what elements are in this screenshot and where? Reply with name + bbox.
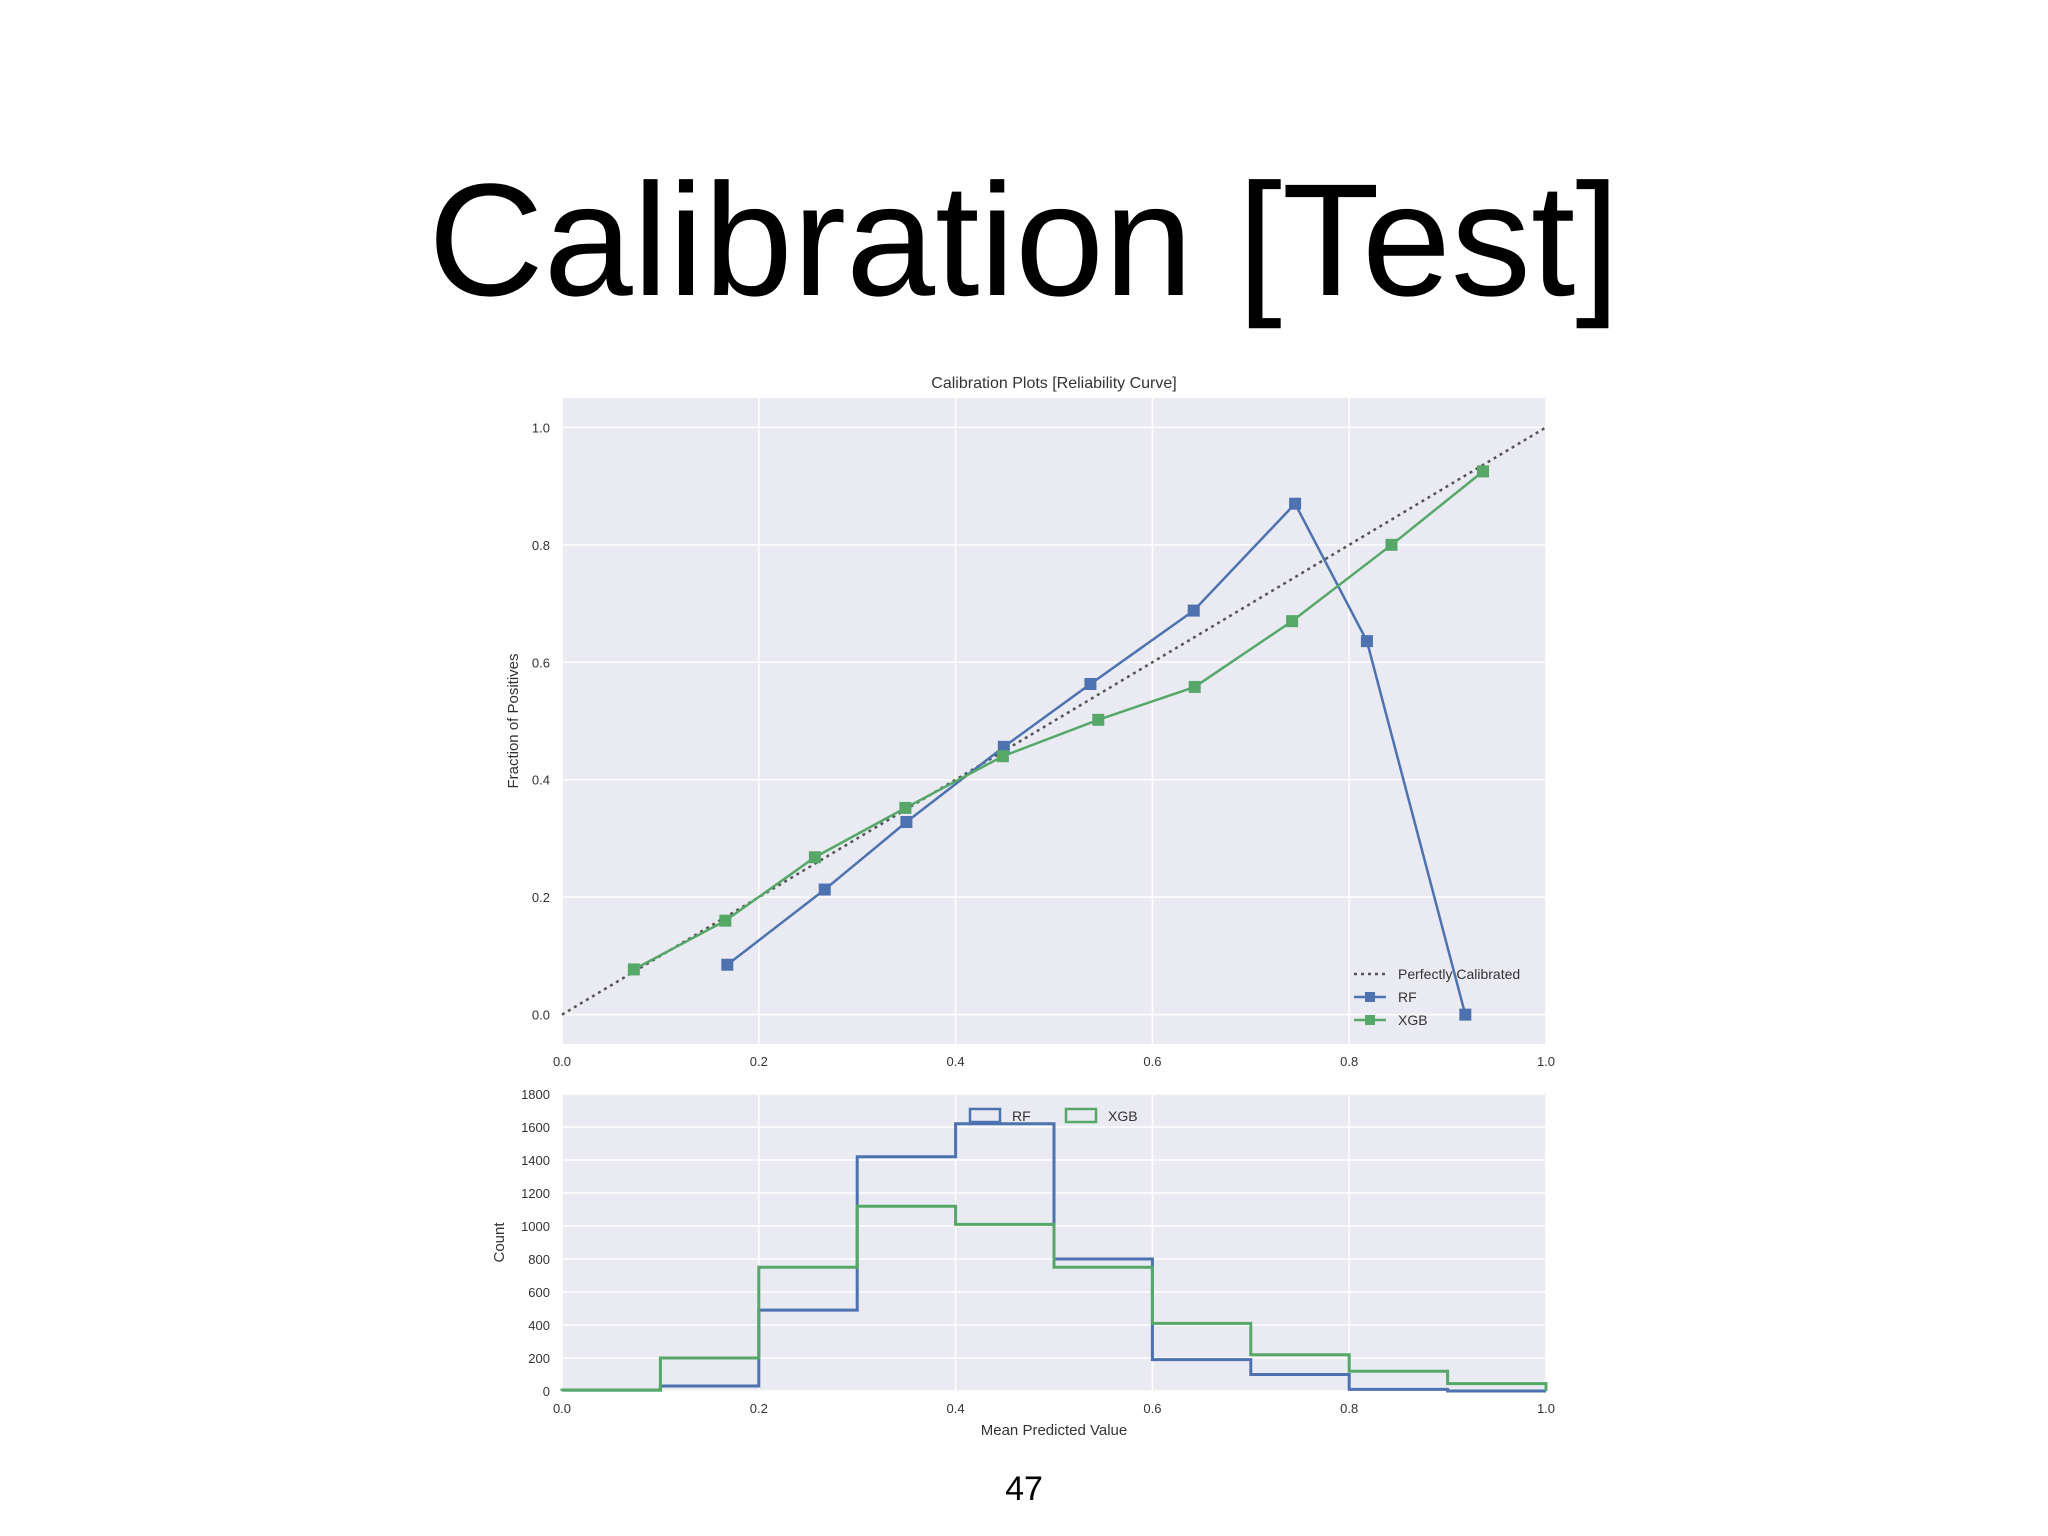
reliability-y-tick-label: 0.2 bbox=[532, 890, 550, 905]
histogram-y-tick-label: 800 bbox=[528, 1252, 550, 1267]
histogram-y-tick-label: 1800 bbox=[521, 1087, 550, 1102]
reliability-x-tick-label: 0.6 bbox=[1143, 1054, 1161, 1069]
xgb-calibration-point bbox=[1286, 615, 1299, 628]
rf-calibration-point bbox=[997, 740, 1010, 753]
rf-calibration-point bbox=[900, 816, 913, 829]
slide-title: Calibration [Test] bbox=[428, 150, 1620, 329]
xgb-calibration-point bbox=[1188, 680, 1201, 693]
reliability-x-tick-label: 0.2 bbox=[750, 1054, 768, 1069]
histogram-x-tick-label: 0.8 bbox=[1340, 1401, 1358, 1416]
xgb-calibration-point bbox=[1092, 713, 1105, 726]
rf-histogram-step bbox=[560, 1122, 1546, 1393]
reliability-y-tick-label: 0.6 bbox=[532, 655, 550, 670]
legend-rf-hist-swatch bbox=[968, 1107, 1002, 1124]
reliability-y-tick-label: 0.4 bbox=[532, 773, 550, 788]
legend-xgb-hist-swatch bbox=[1064, 1107, 1098, 1124]
legend-label: Perfectly Calibrated bbox=[1398, 966, 1520, 982]
histogram-y-tick-label: 400 bbox=[528, 1318, 550, 1333]
xgb-calibration-point bbox=[808, 851, 821, 864]
rf-calibration-point bbox=[1187, 604, 1200, 617]
histogram-y-tick-label: 600 bbox=[528, 1285, 550, 1300]
reliability-y-tick-label: 0.0 bbox=[532, 1008, 550, 1023]
rf-calibration-point bbox=[818, 883, 831, 896]
histogram-y-tick-label: 200 bbox=[528, 1351, 550, 1366]
histogram-y-tick-label: 1200 bbox=[521, 1186, 550, 1201]
histogram-x-tick-label: 0.4 bbox=[947, 1401, 965, 1416]
histogram-y-tick-label: 1600 bbox=[521, 1120, 550, 1135]
xgb-calibration-point bbox=[996, 750, 1009, 763]
reliability-y-axis-label: Fraction of Positives bbox=[505, 653, 522, 788]
page-number: 47 bbox=[1005, 1470, 1043, 1508]
rf-calibration-point bbox=[1459, 1008, 1472, 1021]
legend-label: RF bbox=[1012, 1108, 1031, 1124]
reliability-y-tick-label: 1.0 bbox=[532, 420, 550, 435]
histogram-y-tick-label: 1000 bbox=[521, 1219, 550, 1234]
xgb-histogram-step bbox=[560, 1204, 1548, 1392]
histogram-y-tick-label: 1400 bbox=[521, 1153, 550, 1168]
count-histogram-chart: 0.0 0.2 0.4 0.6 0.8 1.0 0 200 400 600 800 1000 1200 1… bbox=[491, 1087, 1555, 1439]
legend-label: XGB bbox=[1108, 1108, 1138, 1124]
legend-rf-marker bbox=[1365, 992, 1375, 1002]
xgb-calibration-point bbox=[1477, 465, 1490, 478]
reliability-x-tick-label: 1.0 bbox=[1537, 1054, 1555, 1069]
histogram-x-tick-label: 1.0 bbox=[1537, 1401, 1555, 1416]
xgb-calibration-point bbox=[719, 914, 732, 927]
legend-xgb-marker bbox=[1365, 1015, 1375, 1025]
rf-calibration-point bbox=[721, 958, 734, 971]
histogram-y-axis-label: Count bbox=[491, 1222, 508, 1263]
reliability-title: Calibration Plots [Reliability Curve] bbox=[931, 375, 1176, 392]
rf-calibration-point bbox=[1360, 635, 1373, 648]
histogram-x-tick-label: 0.0 bbox=[553, 1401, 571, 1416]
rf-calibration-point bbox=[1289, 497, 1302, 510]
rf-calibration-point bbox=[1084, 678, 1097, 691]
histogram-x-tick-label: 0.6 bbox=[1143, 1401, 1161, 1416]
xgb-calibration-point bbox=[627, 963, 640, 976]
reliability-curve-chart: 0.0 0.2 0.4 0.6 0.8 1.0 0.0 0.2 0.4 0.6 0.8 1.0 Cali… bbox=[505, 375, 1555, 1069]
reliability-y-tick-label: 0.8 bbox=[532, 538, 550, 553]
legend-label: XGB bbox=[1398, 1012, 1428, 1028]
reliability-plot-area bbox=[562, 398, 1546, 1044]
histogram-x-tick-label: 0.2 bbox=[750, 1401, 768, 1416]
xgb-calibration-point bbox=[899, 801, 912, 814]
reliability-x-tick-label: 0.0 bbox=[553, 1054, 571, 1069]
xgb-calibration-line bbox=[633, 470, 1484, 971]
legend-label: RF bbox=[1398, 989, 1417, 1005]
reliability-x-tick-label: 0.8 bbox=[1340, 1054, 1358, 1069]
xgb-calibration-point bbox=[1385, 538, 1398, 551]
histogram-y-tick-label: 0 bbox=[543, 1384, 550, 1399]
histogram-x-axis-label: Mean Predicted Value bbox=[981, 1422, 1127, 1439]
reliability-x-tick-label: 0.4 bbox=[947, 1054, 965, 1069]
